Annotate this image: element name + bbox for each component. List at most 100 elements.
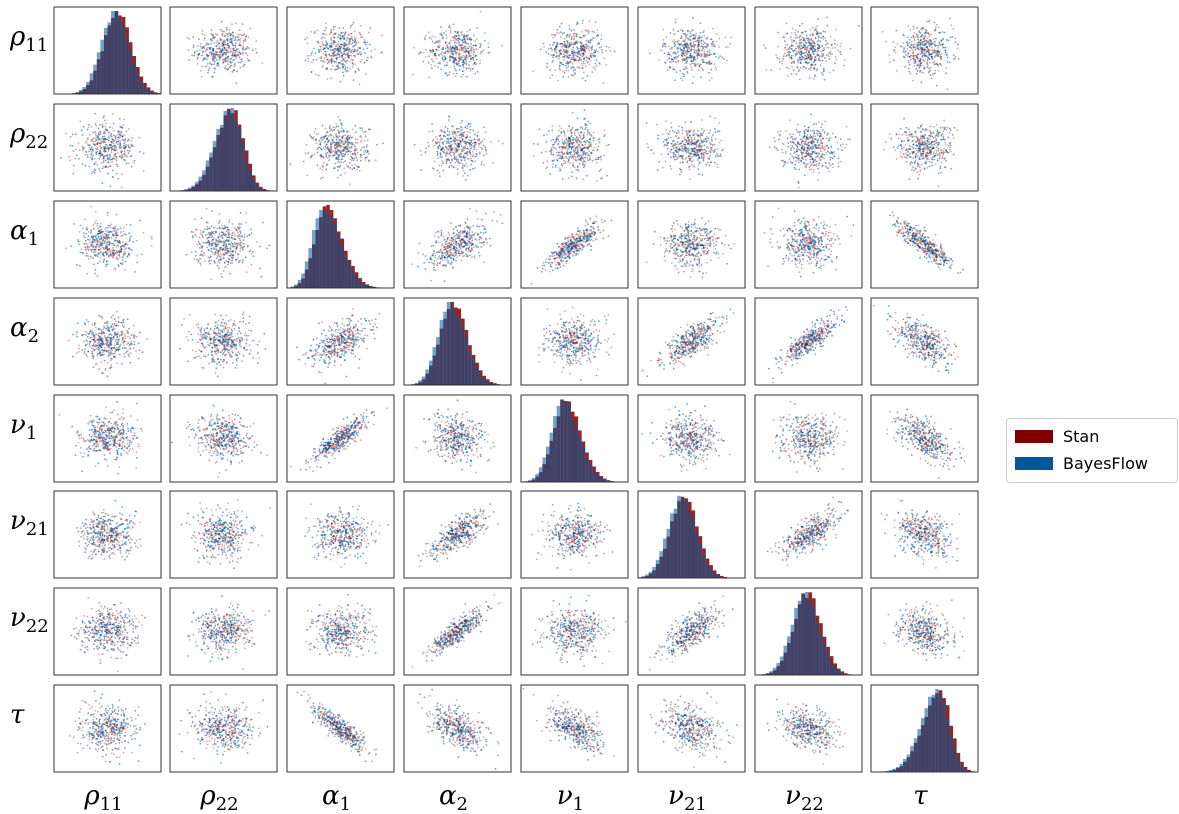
scatter-point (130, 143, 133, 146)
scatter-point (698, 37, 701, 40)
scatter-point (484, 146, 487, 149)
scatter-point (343, 48, 346, 51)
scatter-point (563, 31, 565, 34)
scatter-point (230, 64, 233, 67)
scatter-point (949, 17, 951, 20)
scatter-point (347, 135, 349, 138)
scatter-point (926, 61, 929, 63)
scatter-point (818, 45, 821, 48)
scatter-point (579, 36, 582, 39)
scatter-point (675, 131, 678, 134)
scatter-point (106, 161, 109, 164)
scatter-point (694, 63, 696, 65)
scatter-point (692, 76, 695, 78)
scatter-point (575, 34, 578, 37)
scatter-point (99, 124, 101, 126)
scatter-point (586, 75, 589, 77)
scatter-point (915, 60, 918, 63)
scatter-point (130, 165, 133, 168)
scatter-point (326, 130, 329, 133)
scatter-point (570, 151, 572, 154)
scatter-point (96, 143, 99, 145)
scatter-point (226, 60, 228, 63)
scatter-point (424, 34, 427, 37)
scatter-point (352, 21, 355, 24)
scatter-point (563, 56, 566, 58)
scatter-point (708, 62, 710, 64)
scatter-point (458, 134, 461, 136)
scatter-point (915, 54, 918, 57)
scatter-point (117, 130, 119, 133)
scatter-point (458, 146, 460, 148)
scatter-point (569, 153, 572, 156)
scatter-point (313, 131, 316, 134)
scatter-point (455, 147, 457, 149)
scatter-point (687, 37, 690, 40)
scatter-point (581, 161, 584, 164)
scatter-point (437, 157, 439, 160)
scatter-point (113, 134, 115, 137)
scatter-point (122, 147, 125, 150)
hist-bar-bayesflow-0-17 (114, 11, 119, 94)
scatter-point (340, 32, 342, 35)
scatter-point (119, 117, 121, 120)
scatter-point (957, 43, 959, 46)
scatter-point (472, 49, 475, 52)
scatter-point (314, 31, 317, 33)
scatter-point (554, 50, 556, 53)
scatter-point (332, 51, 334, 54)
scatter-point (553, 54, 556, 57)
scatter-point (565, 67, 568, 69)
scatter-point (472, 148, 475, 151)
scatter-point (453, 34, 456, 37)
scatter-point (673, 39, 676, 41)
scatter-point (117, 178, 120, 180)
hist-bar-bayesflow-0-19 (121, 25, 126, 95)
scatter-point (330, 46, 332, 49)
scatter-point (218, 51, 221, 53)
scatter-point (461, 139, 464, 141)
scatter-point (694, 40, 697, 43)
scatter-point (326, 42, 329, 45)
scatter-point (928, 39, 931, 41)
scatter-point (328, 61, 330, 63)
scatter-point (447, 51, 449, 54)
scatter-point (105, 143, 108, 146)
scatter-point (340, 51, 342, 54)
scatter-point (234, 55, 237, 58)
scatter-point (472, 44, 475, 47)
scatter-point (448, 142, 451, 145)
scatter-point (456, 156, 458, 158)
scatter-point (475, 38, 478, 41)
scatter-point (196, 49, 198, 52)
scatter-point (569, 155, 571, 158)
scatter-point (465, 75, 468, 78)
scatter-point (583, 62, 585, 65)
scatter-point (363, 153, 365, 156)
scatter-point (582, 153, 585, 156)
scatter-point (255, 40, 258, 42)
scatter-point (344, 60, 346, 63)
scatter-point (677, 30, 680, 33)
scatter-point (576, 146, 579, 149)
scatter-point (679, 69, 681, 72)
scatter-point (323, 37, 326, 40)
scatter-point (69, 135, 72, 138)
scatter-point (317, 132, 320, 135)
scatter-point (905, 54, 907, 56)
scatter-point (246, 45, 249, 48)
scatter-point (600, 38, 603, 41)
scatter-point (893, 49, 896, 52)
scatter-point (564, 37, 566, 40)
scatter-point (479, 53, 482, 55)
scatter-point (90, 126, 93, 128)
scatter-point (558, 32, 560, 35)
scatter-point (775, 54, 777, 56)
scatter-point (100, 142, 102, 145)
scatter-point (712, 27, 714, 30)
scatter-point (584, 79, 587, 82)
scatter-point (338, 130, 340, 133)
scatter-point (920, 35, 922, 38)
scatter-point (557, 129, 560, 132)
scatter-point (909, 72, 912, 75)
